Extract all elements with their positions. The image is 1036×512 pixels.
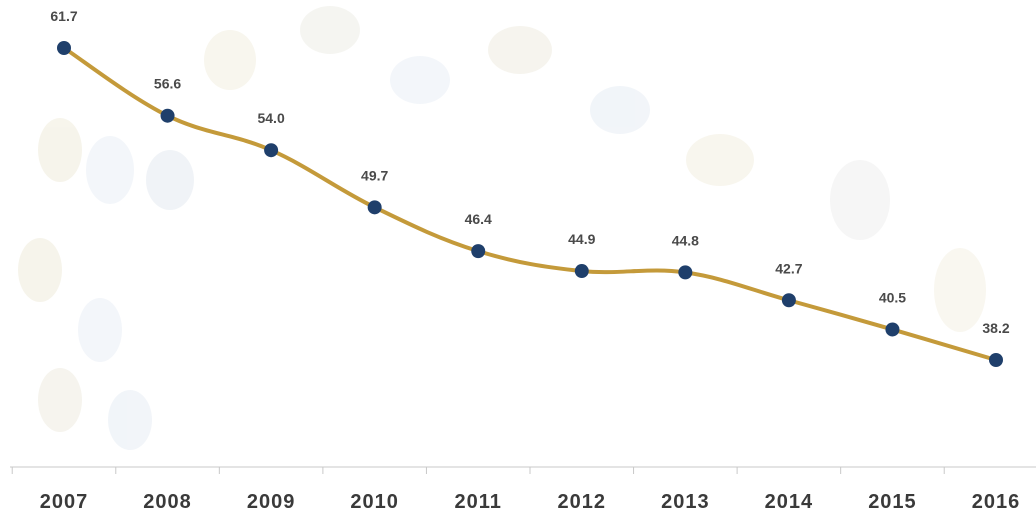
- chart: 2007 2008 2009 2010 2011 2012 2013 2014 2015 2016…: [0, 0, 1036, 512]
- x-tick-label: 2011: [455, 491, 502, 512]
- x-tick-label: 2013: [661, 491, 710, 512]
- x-tick-label: 2015: [868, 491, 917, 512]
- point: [885, 322, 899, 336]
- value-label: 42.7: [775, 260, 802, 276]
- point: [471, 244, 485, 258]
- point: [575, 264, 589, 278]
- value-label: 49.7: [361, 167, 388, 183]
- x-tick-label: 2012: [558, 491, 607, 512]
- value-label: 38.2: [982, 320, 1009, 336]
- point: [57, 41, 71, 55]
- value-label: 44.8: [672, 232, 699, 248]
- point: [161, 109, 175, 123]
- value-label: 46.4: [465, 211, 492, 227]
- point: [989, 353, 1003, 367]
- x-tick-label: 2007: [40, 491, 89, 512]
- value-label: 44.9: [568, 231, 595, 247]
- x-tick-label: 2014: [765, 491, 814, 512]
- plot: 2007 2008 2009 2010 2011 2012 2013 2014 2015 2016…: [12, 8, 1020, 512]
- value-label: 56.6: [154, 76, 181, 92]
- x-tick-label: 2010: [350, 491, 399, 512]
- x-tick-label: 2016: [972, 491, 1021, 512]
- value-label: 54.0: [257, 110, 284, 126]
- point: [782, 293, 796, 307]
- background-pattern: [18, 6, 986, 450]
- value-label: 61.7: [50, 8, 77, 24]
- value-label: 40.5: [879, 289, 906, 305]
- point: [678, 265, 692, 279]
- point: [368, 200, 382, 214]
- x-tick-label: 2008: [143, 491, 192, 512]
- point: [264, 143, 278, 157]
- x-tick-label: 2009: [247, 491, 296, 512]
